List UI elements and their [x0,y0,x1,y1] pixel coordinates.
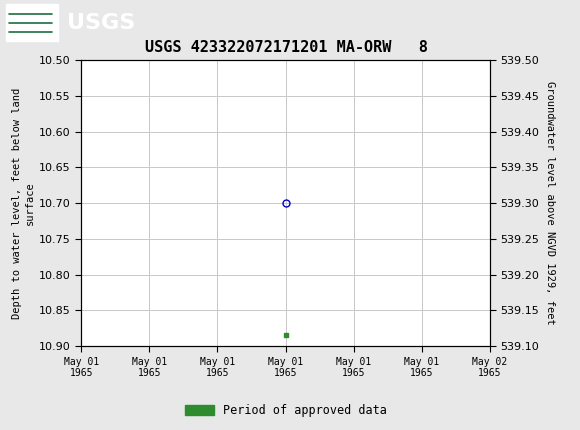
Legend: Period of approved data: Period of approved data [180,399,392,422]
Text: USGS 423322072171201 MA-ORW   8: USGS 423322072171201 MA-ORW 8 [144,40,427,55]
Y-axis label: Groundwater level above NGVD 1929, feet: Groundwater level above NGVD 1929, feet [545,81,555,325]
Text: USGS: USGS [67,12,135,33]
Bar [6,3,58,41]
Y-axis label: Depth to water level, feet below land
surface: Depth to water level, feet below land su… [12,88,35,319]
